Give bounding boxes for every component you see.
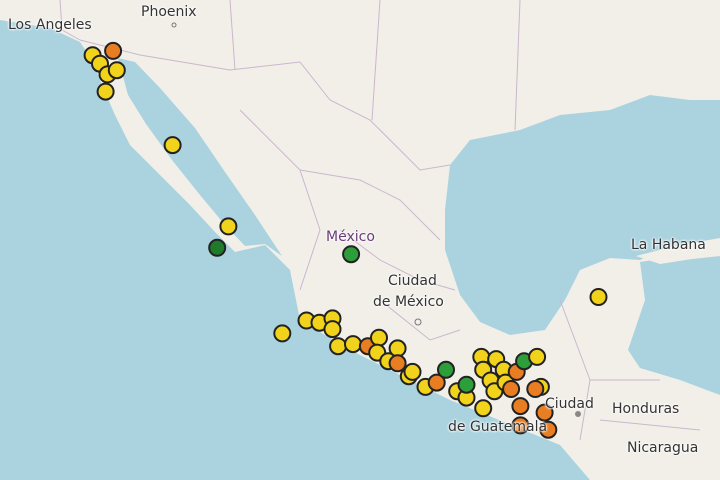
earthquake-marker[interactable] [370,328,388,347]
earthquake-marker[interactable] [344,335,362,354]
earthquake-marker[interactable] [437,360,455,379]
earthquake-marker[interactable] [388,339,407,358]
earthquake-marker[interactable] [427,373,446,392]
label-mexico-state: México [326,229,375,245]
label-guatemala-line2: de Guatemala [448,419,548,435]
earthquake-marker[interactable] [457,375,476,394]
gulf-of-california [118,58,282,256]
gulf-of-mexico [445,95,720,335]
caribbean-sea [628,250,720,395]
earthquake-marker[interactable] [219,217,238,236]
cuba [636,238,720,264]
earthquake-marker[interactable] [104,41,123,60]
earthquake-markers [83,41,608,439]
earthquake-marker[interactable] [511,397,530,416]
label-cdmx-line2: de México [373,294,444,310]
label-cdmx-line1: Ciudad [388,273,437,289]
earthquake-marker[interactable] [535,403,554,422]
earthquake-marker[interactable] [96,82,115,101]
earthquake-marker[interactable] [474,399,493,418]
earthquake-marker[interactable] [539,420,558,439]
state-borders [59,0,701,441]
label-la-habana: La Habana [631,237,706,253]
label-guatemala-line1: Ciudad [545,396,594,412]
earthquake-marker[interactable] [107,61,126,80]
label-nicaragua: Nicaragua [627,440,699,456]
label-phoenix: Phoenix [141,4,197,20]
earthquake-marker[interactable] [342,245,361,264]
earthquake-marker[interactable] [403,362,422,381]
phoenix-dot [171,22,177,28]
earthquake-marker[interactable] [526,380,545,398]
earthquake-marker[interactable] [511,416,530,435]
earthquake-marker[interactable] [329,337,348,356]
earthquake-marker[interactable] [502,380,521,398]
cdmx-dot [414,318,422,326]
earthquake-marker[interactable] [273,324,292,343]
earthquake-marker[interactable] [163,136,182,155]
earthquake-marker[interactable] [528,347,547,366]
guatemala-dot [575,411,581,417]
label-honduras: Honduras [612,401,680,417]
earthquake-marker[interactable] [589,288,608,306]
earthquake-marker[interactable] [208,238,227,257]
label-los-angeles: Los Angeles [8,17,92,33]
earthquake-marker[interactable] [388,354,407,373]
earthquake-marker[interactable] [323,320,342,339]
